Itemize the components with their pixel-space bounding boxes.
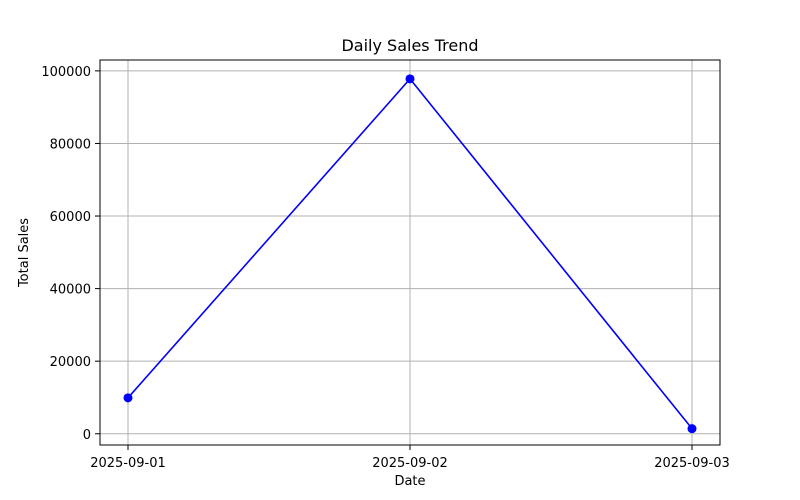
x-tick-label: 2025-09-02: [372, 456, 448, 471]
x-axis-label: Date: [394, 474, 425, 489]
y-tick-label: 60000: [50, 210, 91, 225]
x-axis-ticks: 2025-09-01 2025-09-02 2025-09-03: [90, 445, 730, 471]
y-tick-label: 100000: [41, 65, 91, 80]
series-layer: [123, 74, 697, 434]
grid: [100, 60, 720, 445]
data-point: [405, 74, 415, 84]
y-axis-ticks: 0 20000 40000 60000 80000 100000: [41, 65, 100, 443]
chart-title: Daily Sales Trend: [341, 36, 478, 55]
x-tick-label: 2025-09-03: [654, 456, 730, 471]
y-tick-label: 80000: [50, 137, 91, 152]
data-point: [123, 393, 133, 403]
y-tick-label: 20000: [50, 355, 91, 370]
data-point: [687, 424, 697, 434]
x-tick-label: 2025-09-01: [90, 456, 166, 471]
y-tick-label: 0: [83, 428, 91, 443]
y-axis-label: Total Sales: [17, 218, 32, 288]
y-tick-label: 40000: [50, 283, 91, 298]
